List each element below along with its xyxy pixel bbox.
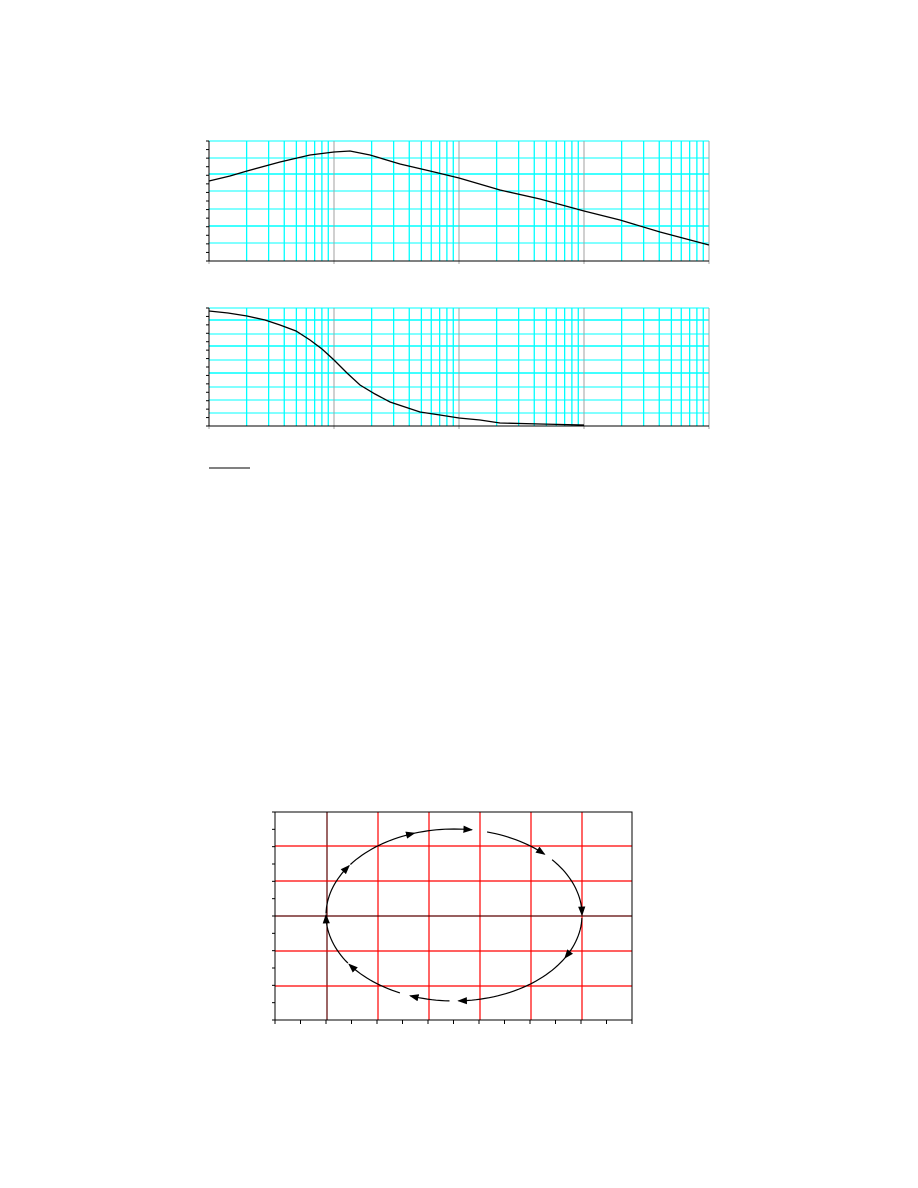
trajectory-segment <box>457 957 566 1005</box>
trajectory-segment <box>325 864 350 914</box>
trajectory-segment <box>551 859 586 917</box>
trajectory-segment <box>348 963 401 994</box>
trajectory-segment <box>409 994 450 1002</box>
trajectory-segment <box>350 831 416 865</box>
magnitude-plot <box>206 140 710 264</box>
response-curve <box>208 150 710 246</box>
trajectory-segment <box>564 917 583 959</box>
trajectory-segment <box>486 831 546 855</box>
ellipse-trajectory-plot <box>272 811 633 1024</box>
response-curve <box>208 310 585 426</box>
trajectory-segment <box>414 825 473 834</box>
trajectory-segment <box>322 913 349 964</box>
phase-plot <box>206 307 710 429</box>
